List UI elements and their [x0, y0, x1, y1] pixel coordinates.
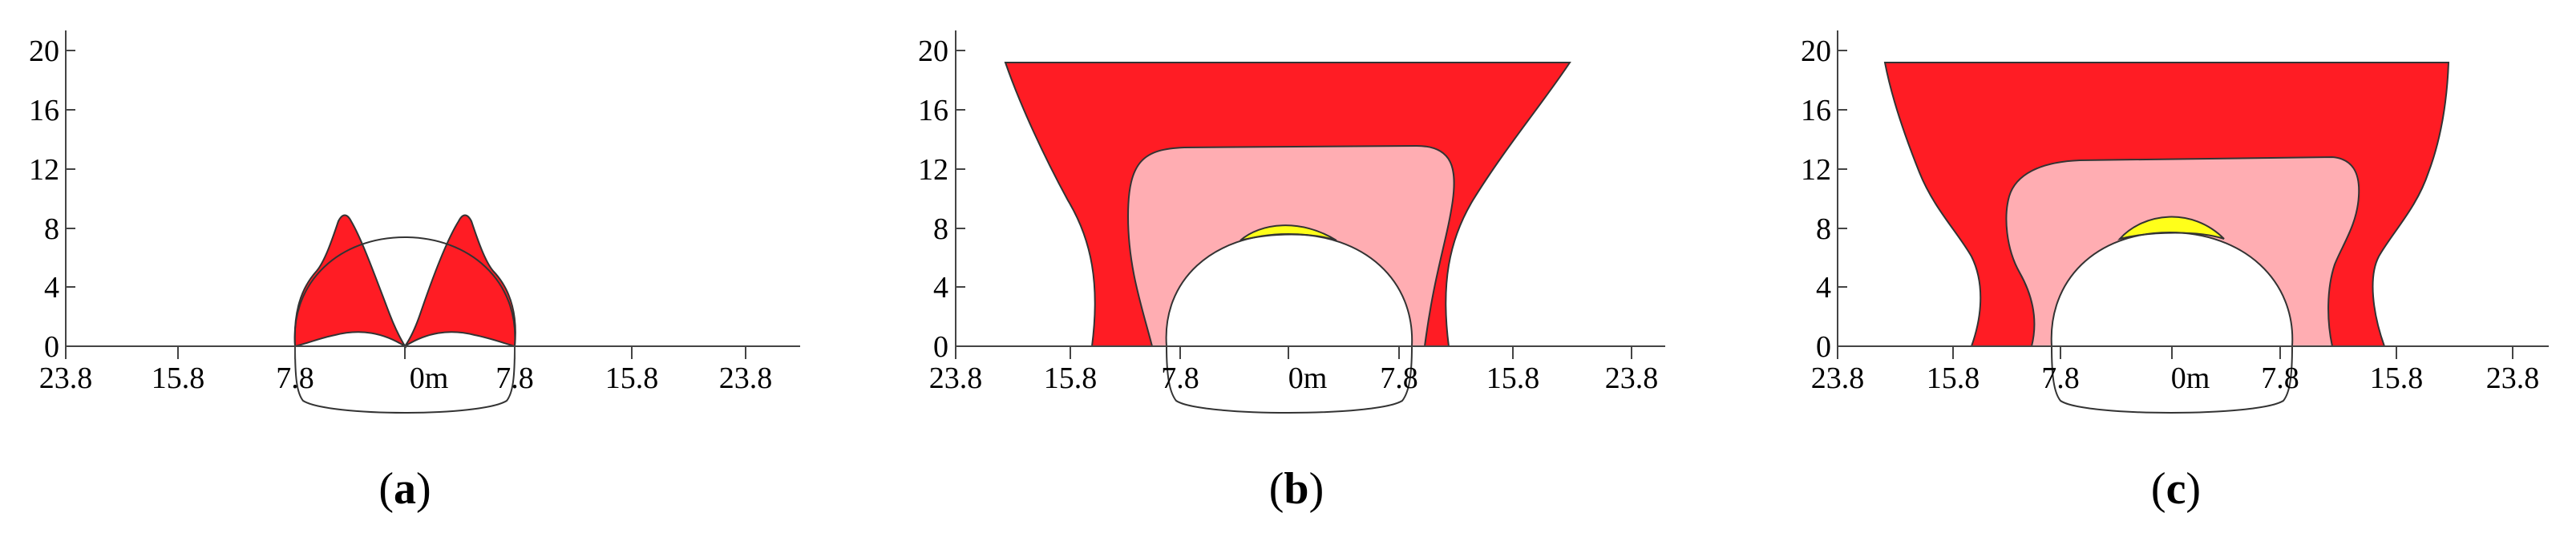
x-tick-label: 23.8: [719, 361, 773, 395]
x-tick-label: 23.8: [1811, 361, 1865, 395]
panel-caption: (c): [2151, 464, 2201, 514]
x-tick-label: 23.8: [929, 361, 983, 395]
x-tick-label: 23.8: [39, 361, 93, 395]
x-tick-label: 0m: [1288, 361, 1328, 395]
x-tick-label: 7.8: [495, 361, 534, 395]
panel-a: 0 4 8 12 16 20 23.8 15.8 7.8 0m 7.8 15.8…: [29, 30, 800, 514]
panel-b: 0 4 8 12 16 20 23.8 15.8 7.8 0m 7.8 15.8…: [918, 30, 1665, 514]
x-tick-label: 7.8: [1380, 361, 1418, 395]
y-tick-label: 20: [29, 34, 59, 68]
y-tick-label: 8: [1816, 212, 1831, 246]
y-tick-label: 20: [918, 34, 948, 68]
y-tick-label: 16: [29, 94, 59, 127]
x-tick-label: 23.8: [2486, 361, 2540, 395]
y-tick-label: 0: [1816, 330, 1831, 364]
x-tick-label: 15.8: [152, 361, 205, 395]
tunnel-outline: [293, 236, 516, 414]
y-tick-label: 4: [1816, 271, 1831, 305]
y-tick-label: 0: [44, 330, 59, 364]
y-tick-label: 16: [1801, 94, 1831, 127]
x-tick-label: 15.8: [1486, 361, 1540, 395]
x-tick-label: 7.8: [2261, 361, 2299, 395]
y-tick-label: 16: [918, 94, 948, 127]
x-tick-label: 15.8: [1044, 361, 1098, 395]
x-tick-label: 23.8: [1605, 361, 1659, 395]
x-tick-label: 15.8: [605, 361, 659, 395]
axes: [65, 30, 800, 359]
x-tick-label: 7.8: [1161, 361, 1199, 395]
tunnel-interior: [1166, 234, 1413, 346]
x-tick-label: 15.8: [2370, 361, 2424, 395]
axes: [955, 30, 1665, 359]
x-tick-label: 0m: [410, 361, 449, 395]
panel-caption: (a): [378, 464, 431, 514]
y-tick-label: 12: [1801, 153, 1831, 187]
x-tick-label: 7.8: [2041, 361, 2080, 395]
tunnel-outline: [2050, 231, 2294, 414]
axes: [1837, 30, 2549, 359]
panel-caption: (b): [1269, 464, 1324, 514]
tunnel-interior: [2051, 232, 2293, 346]
x-tick-label: 15.8: [1927, 361, 1980, 395]
y-tick-label: 20: [1801, 34, 1831, 68]
y-tick-label: 4: [933, 271, 948, 305]
red-zone-right-lobe: [404, 214, 516, 348]
y-tick-label: 8: [44, 212, 59, 246]
y-tick-label: 12: [29, 153, 59, 187]
y-tick-label: 8: [933, 212, 948, 246]
x-tick-label: 0m: [2171, 361, 2210, 395]
y-tick-label: 0: [933, 330, 948, 364]
red-zone-left-lobe: [293, 214, 407, 349]
panel-c: 0 4 8 12 16 20 23.8 15.8 7.8 0m 7.8 15.8…: [1801, 30, 2549, 514]
y-tick-label: 4: [44, 271, 59, 305]
x-tick-label: 7.8: [276, 361, 314, 395]
y-tick-label: 12: [918, 153, 948, 187]
tunnel-outline: [1165, 232, 1413, 414]
